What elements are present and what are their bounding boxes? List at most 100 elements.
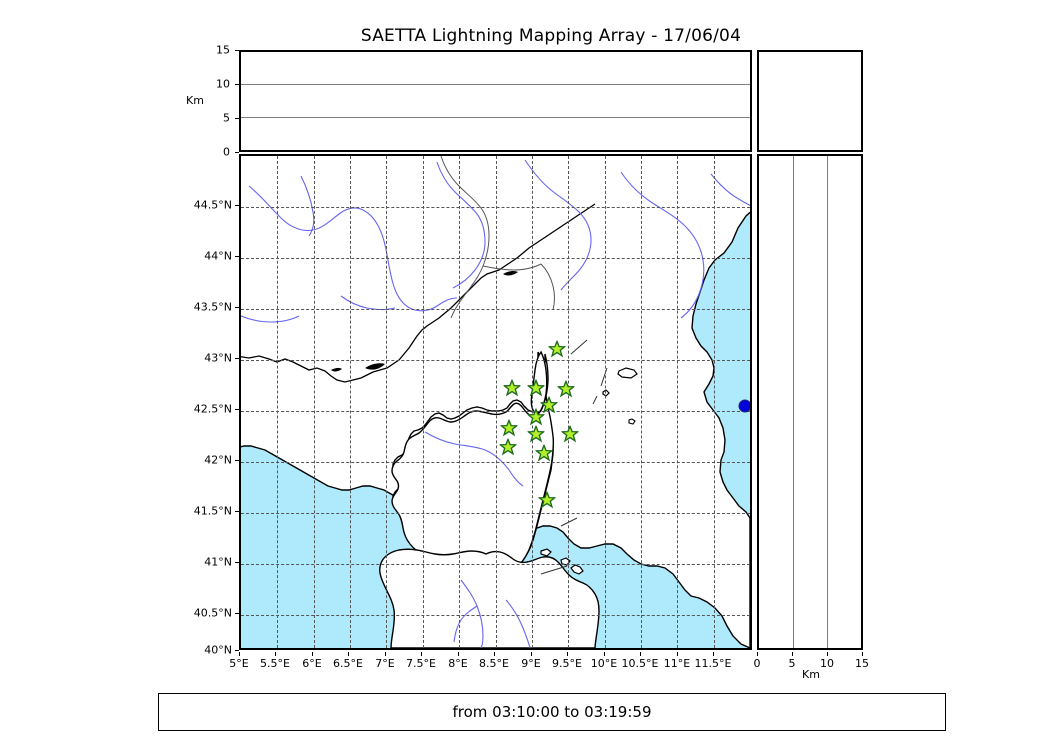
xtick-label-lon-6.5: 6.5°E — [333, 657, 363, 670]
xtick-label-lon-8: 8°E — [448, 657, 468, 670]
coastline-elba — [617, 367, 638, 379]
ytick-label-lat-42.5: 42.5°N — [193, 402, 232, 416]
borders-layer — [440, 156, 555, 319]
tick-lon-6.5 — [348, 652, 349, 656]
ytick-label-lat-43: 43°N — [204, 351, 232, 365]
lma-station-marker[interactable] — [557, 380, 575, 398]
ytick-label-lat-44: 44°N — [204, 249, 232, 263]
lma-station-marker[interactable] — [527, 408, 545, 426]
graticule-lon-10.5 — [640, 156, 642, 648]
tick-eastkm-0 — [757, 652, 758, 656]
gridline-alt-5 — [241, 117, 750, 118]
ytick-label-alt-15: 15 — [216, 43, 230, 57]
graticule-lon-6.5 — [350, 156, 352, 648]
graticule-lon-11.5 — [713, 156, 715, 648]
coastline-corsica-detail — [391, 353, 555, 578]
coastline-islet-small — [628, 418, 636, 425]
graticule-lat-44 — [241, 258, 750, 259]
gridline-alt-10 — [241, 84, 750, 85]
xtick-label-lon-9: 9°E — [521, 657, 541, 670]
tick-lat-41.5 — [235, 511, 239, 512]
xtick-label-lon-5: 5°E — [229, 657, 249, 670]
tick-alt-15 — [235, 50, 239, 51]
graticule-lat-40.5 — [241, 615, 750, 616]
lma-station-marker[interactable] — [540, 396, 558, 413]
lma-station-marker[interactable] — [527, 425, 544, 443]
xtick-label-lon-10.5: 10.5°E — [621, 657, 659, 670]
tick-lon-8.5 — [494, 652, 495, 656]
graticule-lon-8.5 — [495, 156, 497, 648]
ytick-label-lat-40: 40°N — [204, 643, 232, 657]
lma-station-marker[interactable] — [535, 444, 552, 462]
tick-lat-43 — [235, 358, 239, 359]
xtick-label-eastkm-5: 5 — [788, 657, 796, 670]
graticule-lon-7.5 — [422, 156, 424, 648]
lma-station-marker[interactable] — [499, 438, 517, 456]
tick-lat-44.5 — [235, 205, 239, 206]
tick-lon-10 — [604, 652, 605, 656]
graticule-lat-41.5 — [241, 513, 750, 514]
xtick-label-lon-6: 6°E — [302, 657, 322, 670]
xtick-label-lon-7.5: 7.5°E — [406, 657, 436, 670]
harbour-mark-2 — [503, 270, 518, 276]
tick-lon-9 — [531, 652, 532, 656]
coastline-sardinia-islet-2 — [540, 548, 552, 557]
tick-lat-42.5 — [235, 409, 239, 410]
ytick-label-lat-41.5: 41.5°N — [193, 504, 232, 518]
graticule-lon-7 — [386, 156, 388, 648]
tick-lat-42 — [235, 460, 239, 461]
graticule-lat-43 — [241, 360, 750, 361]
lma-station-marker[interactable] — [548, 340, 566, 358]
time-window-text: from 03:10:00 to 03:19:59 — [452, 703, 652, 721]
lma-station-marker[interactable] — [538, 491, 555, 509]
tick-lon-8 — [458, 652, 459, 656]
status-bar: from 03:10:00 to 03:19:59 — [158, 693, 946, 731]
tick-lon-5 — [239, 652, 240, 656]
ytick-label-lat-42: 42°N — [204, 453, 232, 467]
lma-station-marker[interactable] — [503, 379, 521, 397]
coastline-sardinia-ne — [570, 564, 584, 575]
xtick-label-lon-8.5: 8.5°E — [479, 657, 509, 670]
lma-station-marker[interactable] — [500, 419, 518, 437]
graticule-lat-41 — [241, 564, 750, 565]
tick-lon-11.5 — [713, 652, 714, 656]
tick-lat-41 — [235, 562, 239, 563]
harbour-mark-1 — [365, 363, 385, 370]
graticule-lon-10 — [604, 156, 606, 648]
xtick-label-lon-11.5: 11.5°E — [694, 657, 732, 670]
graticule-lat-42 — [241, 462, 750, 463]
tick-lat-40 — [235, 650, 239, 651]
lightning-source-marker[interactable] — [738, 399, 750, 413]
xtick-label-eastkm-0: 0 — [753, 657, 761, 670]
altitude-latitude-panel[interactable] — [757, 154, 863, 650]
ytick-label-lat-41: 41°N — [204, 555, 232, 569]
graticule-lat-42.5 — [241, 411, 750, 412]
ytick-label-lat-43.5: 43.5°N — [193, 300, 232, 314]
xtick-label-eastkm-10: 10 — [820, 657, 834, 670]
tick-lat-44 — [235, 256, 239, 257]
coastline-riviera — [241, 203, 596, 383]
ytick-label-lat-40.5: 40.5°N — [193, 606, 232, 620]
tick-alt-10 — [235, 84, 239, 85]
tick-lon-6 — [312, 652, 313, 656]
map-panel[interactable] — [239, 154, 752, 650]
tick-eastkm-10 — [827, 652, 828, 656]
graticule-lon-9.5 — [568, 156, 570, 648]
graticule-lon-9 — [531, 156, 533, 648]
tick-alt-5 — [235, 118, 239, 119]
lma-station-marker[interactable] — [561, 425, 579, 443]
graticule-lat-43.5 — [241, 309, 750, 310]
ytick-label-alt-5: 5 — [223, 111, 230, 125]
xtick-label-lon-5.5: 5.5°E — [260, 657, 290, 670]
tick-lon-7.5 — [421, 652, 422, 656]
tick-alt-0 — [235, 152, 239, 153]
east-axis-label: Km — [802, 668, 820, 681]
lma-station-marker[interactable] — [527, 379, 545, 397]
altitude-axis-label: Km — [186, 94, 204, 107]
tick-lon-11 — [677, 652, 678, 656]
tick-lon-7 — [385, 652, 386, 656]
xtick-label-lon-10: 10°E — [590, 657, 618, 670]
corner-panel[interactable] — [757, 50, 863, 152]
altitude-longitude-panel[interactable] — [239, 50, 752, 152]
